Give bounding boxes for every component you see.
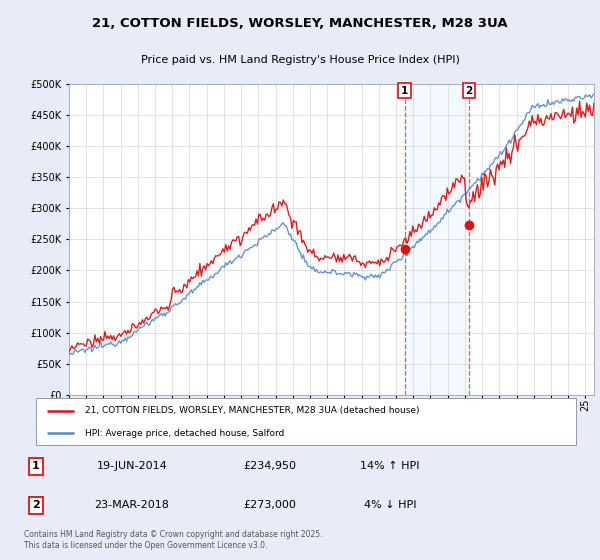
Bar bbox=[404, 84, 469, 395]
Text: HPI: Average price, detached house, Salford: HPI: Average price, detached house, Salf… bbox=[85, 429, 284, 438]
Text: £234,950: £234,950 bbox=[244, 461, 296, 471]
Text: 2: 2 bbox=[32, 501, 40, 510]
Text: Price paid vs. HM Land Registry's House Price Index (HPI): Price paid vs. HM Land Registry's House … bbox=[140, 55, 460, 66]
Text: Contains HM Land Registry data © Crown copyright and database right 2025.
This d: Contains HM Land Registry data © Crown c… bbox=[24, 530, 323, 550]
Text: 4% ↓ HPI: 4% ↓ HPI bbox=[364, 501, 416, 510]
Text: 14% ↑ HPI: 14% ↑ HPI bbox=[360, 461, 420, 471]
Text: 23-MAR-2018: 23-MAR-2018 bbox=[95, 501, 169, 510]
Text: £273,000: £273,000 bbox=[244, 501, 296, 510]
Text: 19-JUN-2014: 19-JUN-2014 bbox=[97, 461, 167, 471]
Text: 21, COTTON FIELDS, WORSLEY, MANCHESTER, M28 3UA (detached house): 21, COTTON FIELDS, WORSLEY, MANCHESTER, … bbox=[85, 407, 419, 416]
Text: 1: 1 bbox=[32, 461, 40, 471]
FancyBboxPatch shape bbox=[36, 398, 576, 445]
Text: 2: 2 bbox=[466, 86, 473, 96]
Text: 1: 1 bbox=[401, 86, 408, 96]
Text: 21, COTTON FIELDS, WORSLEY, MANCHESTER, M28 3UA: 21, COTTON FIELDS, WORSLEY, MANCHESTER, … bbox=[92, 17, 508, 30]
